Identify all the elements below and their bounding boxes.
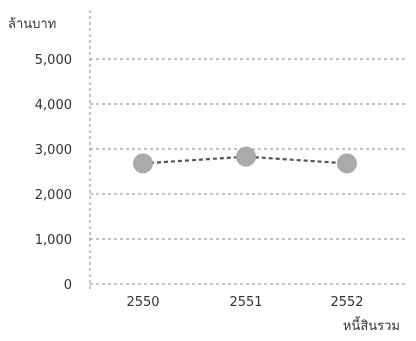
series-line	[142, 155, 348, 165]
y-tick-label: 1,000	[35, 233, 72, 248]
y-axis-label: ล้านบาท	[8, 17, 56, 32]
y-tick-label: 5,000	[35, 53, 72, 68]
x-axis-label: หนี้สินรวม	[343, 316, 400, 334]
y-tick-label: 3,000	[35, 143, 72, 158]
x-tick-label: 2550	[126, 295, 159, 310]
data-point	[337, 153, 357, 174]
y-tick-label: 2,000	[35, 188, 72, 203]
y-tick-label: 4,000	[35, 98, 72, 113]
x-tick-labels: 2550 2551 2552	[126, 295, 363, 310]
x-tick-label: 2552	[330, 295, 363, 310]
y-tick-labels: 0 1,000 2,000 3,000 4,000 5,000	[35, 53, 72, 293]
series-layer	[133, 146, 357, 174]
data-point	[236, 146, 256, 167]
x-tick-label: 2551	[229, 295, 262, 310]
data-point	[133, 153, 153, 174]
y-tick-label: 0	[64, 278, 72, 293]
